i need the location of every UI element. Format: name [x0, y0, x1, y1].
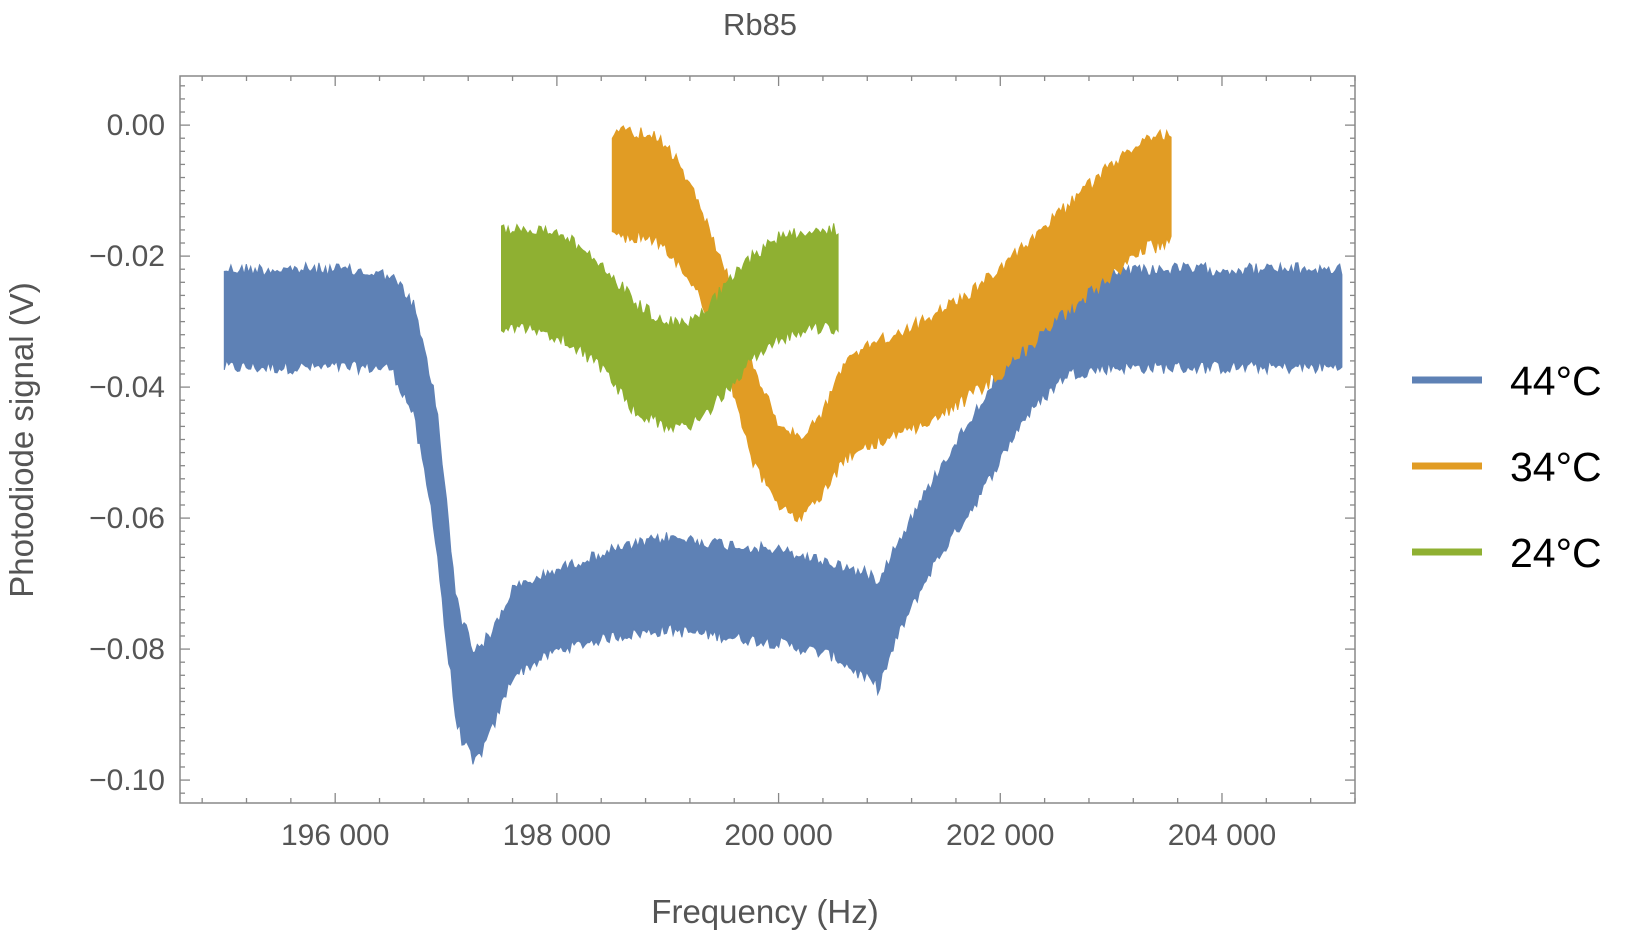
series-24°C-trace: [501, 223, 839, 434]
y-tick-label: 0.00: [107, 109, 165, 142]
legend-item: 44°C: [1412, 358, 1602, 404]
y-tick-label: −0.08: [89, 633, 165, 666]
x-axis-label: Frequency (Hz): [651, 893, 878, 930]
x-tick-label: 202 000: [946, 819, 1054, 852]
x-tick-label: 196 000: [281, 819, 389, 852]
y-tick-label: −0.04: [89, 371, 165, 404]
y-tick-label: −0.06: [89, 502, 165, 535]
x-axis-ticks: 196 000 198 000 200 000 202 000 204 000: [201, 76, 1356, 852]
legend-label: 24°C: [1510, 530, 1602, 576]
legend-item: 24°C: [1412, 530, 1602, 576]
x-tick-label: 198 000: [503, 819, 611, 852]
legend-label: 34°C: [1510, 444, 1602, 490]
legend: 44°C 34°C 24°C: [1412, 358, 1602, 576]
x-tick-label: 204 000: [1168, 819, 1276, 852]
x-tick-label: 200 000: [724, 819, 832, 852]
series-44°C-trace: [223, 261, 1343, 765]
series-layer: [223, 125, 1343, 765]
series-band: [611, 125, 1172, 523]
y-axis-ticks: 0.00 −0.02 −0.04 −0.06 −0.08 −0.10: [89, 85, 1355, 797]
series-34°C-trace: [611, 125, 1172, 523]
series-band: [501, 223, 839, 434]
series-band: [223, 261, 1343, 765]
legend-item: 34°C: [1412, 444, 1602, 490]
y-axis-label: Photodiode signal (V): [3, 282, 40, 598]
chart-title: Rb85: [723, 7, 797, 42]
legend-label: 44°C: [1510, 358, 1602, 404]
y-tick-label: −0.10: [89, 764, 165, 797]
y-tick-label: −0.02: [89, 240, 165, 273]
